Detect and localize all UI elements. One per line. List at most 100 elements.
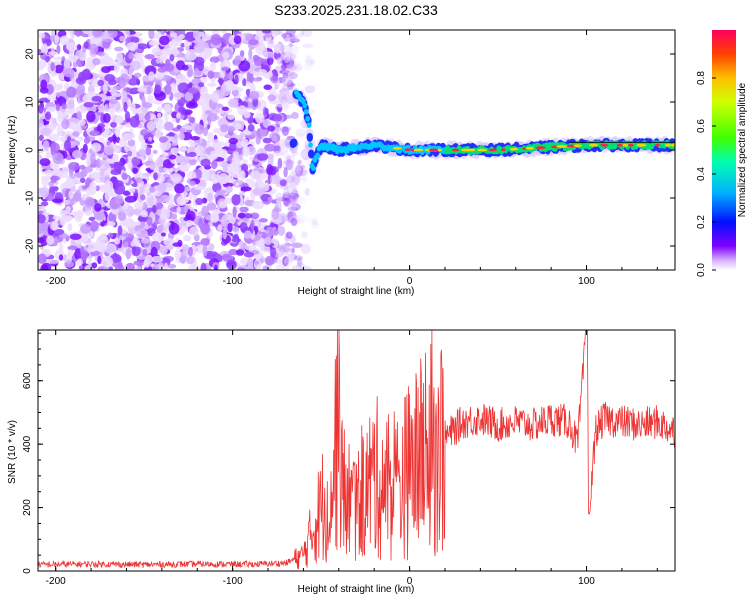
noise-blob — [242, 78, 247, 87]
noise-blob — [38, 233, 44, 238]
noise-blob — [127, 150, 133, 157]
noise-blob — [103, 144, 115, 156]
noise-blob — [125, 248, 132, 260]
signal-hotspot — [452, 148, 460, 152]
signal-track — [288, 87, 675, 176]
noise-blob — [135, 32, 141, 38]
noise-blob — [163, 103, 172, 113]
colorbar-label: Normalized spectral amplitude — [737, 82, 748, 217]
noise-blob — [290, 242, 303, 249]
noise-blob — [38, 253, 47, 265]
noise-blob — [189, 226, 199, 237]
noise-blob — [49, 34, 55, 42]
noise-blob — [157, 182, 166, 194]
x-tick-label: -100 — [223, 576, 243, 587]
noise-blob — [201, 169, 211, 182]
noise-blob — [231, 156, 237, 168]
noise-blob — [53, 237, 59, 247]
noise-blob — [138, 148, 146, 156]
signal-core — [310, 165, 316, 171]
noise-blob — [44, 111, 52, 120]
noise-blob — [245, 81, 251, 88]
noise-blob — [238, 240, 244, 249]
noise-blob — [63, 58, 71, 70]
x-tick-label: 100 — [578, 576, 595, 587]
signal-hotspot — [404, 148, 412, 152]
noise-blob — [283, 154, 296, 159]
noise-blob — [285, 156, 295, 162]
noise-blob — [238, 191, 245, 196]
noise-blob — [76, 44, 82, 51]
noise-blob — [277, 157, 283, 169]
noise-blob — [124, 195, 137, 203]
noise-blob — [280, 63, 287, 71]
noise-blob — [79, 118, 86, 126]
noise-blob — [156, 209, 162, 216]
noise-blob — [38, 205, 46, 211]
noise-blob — [167, 264, 177, 269]
noise-blob — [233, 35, 242, 45]
noise-blob — [67, 30, 74, 35]
noise-blob — [288, 192, 300, 200]
noise-blob — [113, 180, 124, 187]
noise-blob — [47, 51, 59, 56]
noise-blob — [200, 85, 209, 98]
noise-blob — [50, 30, 58, 36]
snr-ylabel: SNR (10 * v/v) — [7, 420, 18, 484]
signal-hotspot — [616, 143, 624, 147]
noise-blob — [291, 264, 298, 270]
noise-blob — [125, 262, 136, 270]
noise-blob — [138, 112, 145, 121]
noise-blob — [284, 114, 293, 119]
noise-blob — [239, 132, 246, 138]
noise-blob — [289, 235, 296, 244]
noise-blob — [269, 174, 282, 185]
noise-blob — [271, 113, 283, 122]
noise-blob — [291, 165, 296, 178]
snr-xlabel: Height of straight line (km) — [298, 584, 415, 595]
noise-blob — [88, 216, 96, 221]
noise-blob — [250, 170, 262, 180]
noise-blob — [283, 33, 292, 42]
noise-blob — [68, 190, 74, 200]
noise-blob — [175, 60, 186, 71]
noise-blob — [46, 94, 53, 101]
noise-blob — [51, 221, 58, 231]
noise-blob — [232, 226, 240, 232]
signal-hotspot — [488, 148, 498, 152]
noise-blob — [254, 240, 264, 247]
noise-blob — [83, 41, 90, 49]
noise-blob — [140, 209, 148, 218]
noise-blob — [119, 35, 126, 42]
noise-blob — [163, 238, 175, 246]
noise-blob — [194, 124, 205, 135]
noise-blob — [275, 192, 283, 203]
noise-blob — [74, 171, 86, 178]
noise-blob — [288, 42, 294, 48]
noise-blob — [78, 136, 84, 141]
noise-blob — [207, 70, 215, 79]
noise-blob — [80, 251, 88, 261]
noise-blob — [281, 126, 289, 137]
noise-blob — [113, 237, 121, 245]
noise-blob — [128, 187, 136, 193]
noise-blob — [227, 85, 239, 91]
noise-blob — [59, 209, 68, 217]
noise-blob — [294, 213, 306, 223]
noise-blob — [311, 218, 318, 226]
noise-blob — [46, 106, 56, 113]
noise-blob — [207, 113, 218, 122]
noise-blob — [310, 221, 320, 230]
signal-core — [315, 152, 320, 159]
noise-blob — [50, 175, 57, 184]
noise-blob — [150, 263, 155, 268]
signal-hotspot — [664, 143, 672, 147]
noise-blob — [218, 200, 228, 209]
noise-blob — [210, 173, 220, 184]
noise-blob — [171, 111, 178, 119]
noise-blob — [40, 175, 53, 181]
noise-blob — [133, 53, 144, 58]
noise-blob — [91, 95, 103, 102]
signal-hotspot — [588, 143, 599, 147]
